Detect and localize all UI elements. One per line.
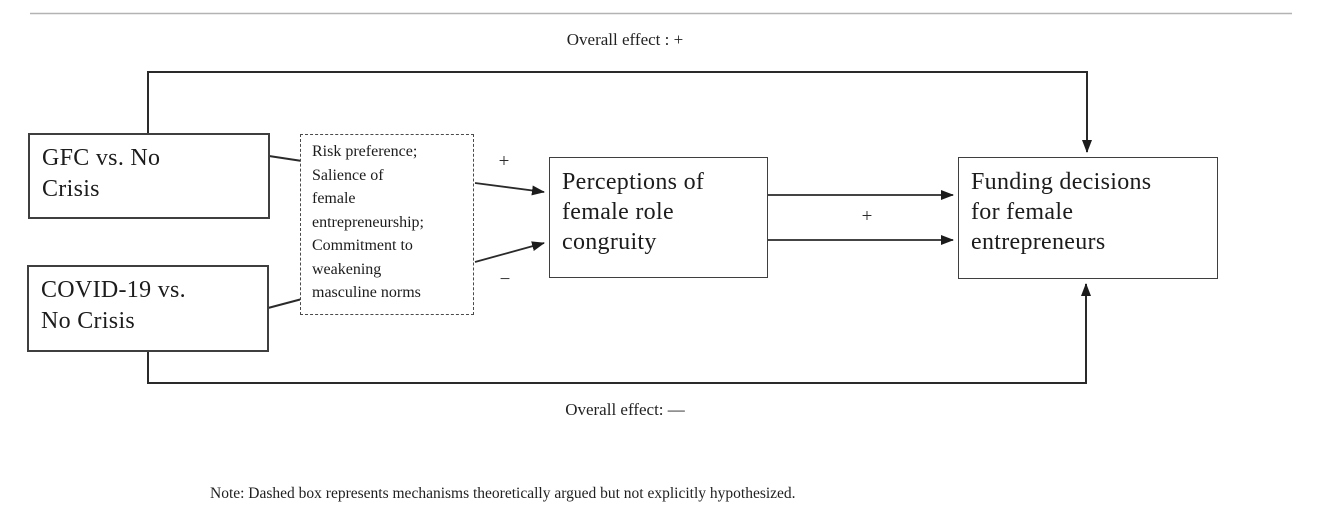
- gfc-to-mechanisms-connector: [268, 155, 303, 162]
- covid-box: COVID-19 vs. No Crisis: [27, 265, 269, 352]
- perceptions-box: Perceptions of female role congruity: [549, 157, 768, 278]
- funding-line-3: entrepreneurs: [971, 229, 1106, 255]
- overall-effect-positive-arrow: [147, 71, 1092, 153]
- perceptions-line-3: congruity: [562, 229, 657, 255]
- mechanisms-line-3: female: [312, 190, 356, 207]
- covid-box-line-2: No Crisis: [41, 308, 136, 334]
- mechanisms-line-1: Risk preference;: [312, 143, 418, 160]
- gfc-box-line-2: Crisis: [42, 176, 100, 202]
- overall-effect-negative-arrow: [147, 283, 1091, 384]
- mechanisms-line-2: Salience of: [312, 166, 384, 184]
- mechanisms-line-7: masculine norms: [312, 284, 421, 301]
- overall-effect-negative-label: Overall effect: —: [565, 400, 685, 419]
- covid-to-mechanisms-connector: [267, 298, 303, 309]
- mechanisms-line-5: Commitment to: [312, 237, 413, 254]
- covid-box-line-1: COVID-19 vs.: [41, 277, 186, 303]
- funding-line-1: Funding decisions: [971, 169, 1152, 195]
- gfc-box: GFC vs. No Crisis: [28, 133, 270, 219]
- mechanisms-line-6: weakening: [312, 260, 382, 278]
- perceptions-line-2: female role: [562, 199, 674, 225]
- perceptions-line-1: Perceptions of: [562, 169, 705, 195]
- mechanisms-to-perceptions-positive-arrow: [474, 182, 545, 196]
- mechanisms-negative-sign: −: [499, 269, 511, 290]
- mechanisms-line-4: entrepreneurship;: [312, 213, 424, 231]
- funding-box: Funding decisions for female entrepreneu…: [958, 157, 1218, 279]
- mechanisms-dashed-box: Risk preference; Salience of female entr…: [300, 134, 474, 315]
- mechanisms-positive-sign: +: [498, 151, 510, 172]
- mechanisms-to-perceptions-negative-arrow: [474, 241, 545, 263]
- figure-note: Note: Dashed box represents mechanisms t…: [210, 485, 796, 502]
- gfc-box-line-1: GFC vs. No: [42, 145, 161, 171]
- funding-line-2: for female: [971, 199, 1074, 225]
- overall-effect-positive-label: Overall effect : +: [566, 30, 684, 49]
- perceptions-to-funding-positive-sign: +: [861, 206, 873, 227]
